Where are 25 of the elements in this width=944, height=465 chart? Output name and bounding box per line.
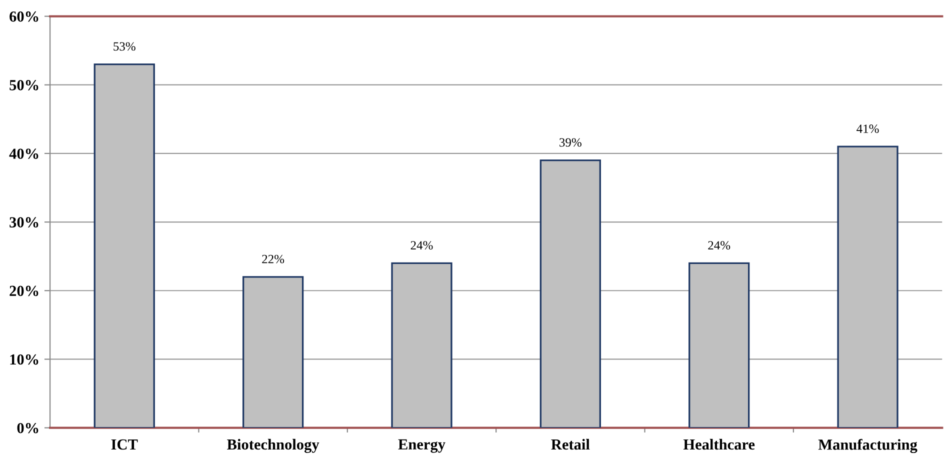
x-tick-label: Biotechnology (227, 438, 320, 453)
bar (688, 262, 750, 428)
y-tick-label: 0% (17, 422, 38, 434)
data-label: 39% (560, 138, 582, 147)
y-tick-label: 20% (10, 286, 38, 296)
y-tick-label: 10% (10, 354, 38, 365)
x-tick-label: ICT (111, 439, 138, 450)
bar (94, 63, 155, 428)
y-tick-label: 40% (9, 148, 38, 159)
x-tick-label: Manufacturing (818, 438, 918, 454)
bar (540, 159, 601, 428)
bar (242, 276, 304, 428)
data-label: 24% (410, 241, 433, 250)
bar (391, 262, 452, 428)
data-label: 24% (708, 241, 730, 250)
data-label: 41% (856, 124, 879, 133)
data-label: 22% (262, 254, 284, 264)
y-tick-label: 30% (10, 217, 38, 228)
y-tick-label: 60% (10, 11, 38, 22)
x-tick-label: Retail (551, 438, 590, 450)
x-tick-label: Energy (398, 439, 446, 453)
data-label: 53% (114, 42, 136, 51)
bar (837, 146, 898, 428)
x-tick-label: Healthcare (683, 438, 755, 450)
y-tick-label: 50% (10, 80, 38, 90)
